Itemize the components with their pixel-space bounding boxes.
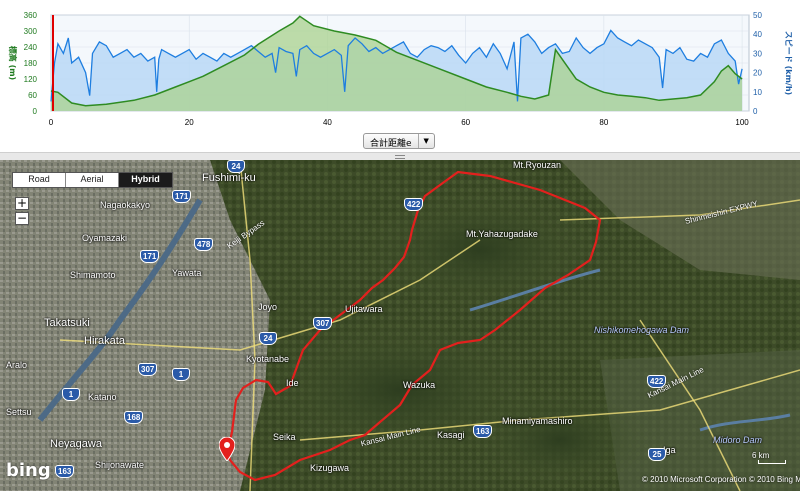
place-label: Mt.Ryouzan (513, 160, 562, 170)
elevation-speed-chart[interactable]: 0 20 40 60 80 100 0 60 120 180 240 300 360 0 10 20 30 40 5… (0, 0, 800, 152)
place-label: Kyotanabe (246, 354, 290, 364)
scale-bar (758, 460, 786, 464)
place-label: Fushimi-ku (202, 172, 256, 184)
x-tick-label: 0 (49, 118, 54, 127)
xaxis-select[interactable]: 合計距離e ▼ (363, 133, 435, 149)
zoom-in-button[interactable]: + (15, 196, 29, 210)
place-label: Settsu (6, 407, 32, 417)
elevation-line (50, 15, 743, 107)
map-type-hybrid-button[interactable]: Hybrid (119, 173, 172, 187)
place-label: Oyamazaki (82, 233, 128, 243)
map-type-road-button[interactable]: Road (13, 173, 66, 187)
route-shield: 25 (648, 448, 666, 461)
y-left-axis-title: 標高 (m) (8, 46, 18, 80)
place-label: Midoro Dam (713, 435, 763, 445)
y-left-tick-label: 120 (24, 75, 38, 84)
x-tick-label: 40 (323, 118, 332, 127)
route-shield: 1 (172, 368, 190, 381)
place-label: Hirakata (84, 335, 125, 347)
y-right-tick-label: 40 (753, 30, 762, 39)
place-label: Katano (88, 392, 117, 402)
bing-logo: bing (6, 460, 51, 481)
map-type-switcher: Road Aerial Hybrid (12, 172, 173, 188)
map-type-aerial-button[interactable]: Aerial (66, 173, 119, 187)
x-tick-label: 100 (735, 118, 749, 127)
place-label: Aralo (6, 360, 28, 370)
map-view[interactable]: Fushimi-ku Nagaokakyo Oyamazaki Shimamot… (0, 160, 800, 491)
xaxis-select-label: 合計距離e (364, 134, 419, 149)
place-label: Joyo (258, 302, 278, 312)
zoom-control: + − (15, 197, 29, 227)
y-right-tick-label: 20 (753, 69, 762, 78)
route-shield: 171 (140, 250, 160, 263)
place-label: Kasagi (437, 430, 465, 440)
route-shield: 24 (227, 160, 245, 173)
place-label: Ujitawara (345, 304, 383, 314)
zoom-out-button[interactable]: − (15, 211, 29, 225)
elevation-area (51, 16, 743, 111)
place-label: Neyagawa (50, 438, 102, 450)
chevron-down-icon[interactable]: ▼ (423, 137, 429, 145)
route-shield: 1 (62, 388, 80, 401)
y-right-tick-label: 10 (753, 88, 762, 97)
y-right-axis-title: スピード (km/h) (784, 31, 794, 95)
place-label: Shimamoto (70, 270, 116, 280)
place-label: Nagaokakyo (100, 200, 151, 210)
map-copyright: © 2010 Microsoft Corporation © 2010 Bing… (642, 475, 800, 484)
y-right-tick-label: 50 (753, 11, 762, 20)
y-right-tick-label: 30 (753, 49, 762, 58)
place-label: Mt.Yahazugadake (466, 229, 538, 239)
place-label: Ide (286, 378, 299, 388)
route-shield: 163 (55, 465, 75, 478)
y-left-tick-label: 300 (24, 27, 38, 36)
route-shield: 422 (647, 375, 667, 388)
route-shield: 307 (313, 317, 333, 330)
y-right-tick-label: 0 (753, 107, 758, 116)
panel-splitter[interactable] (0, 152, 800, 160)
x-tick-label: 20 (185, 118, 194, 127)
place-label: Minamiyamashiro (502, 416, 573, 426)
map-scale: 6 km (752, 451, 786, 464)
chart-canvas[interactable]: 0 20 40 60 80 100 0 60 120 180 240 300 360 0 10 20 30 40 5… (0, 0, 800, 132)
place-label: Wazuka (403, 380, 436, 390)
route-shield: 422 (404, 198, 424, 211)
y-left-tick-label: 0 (33, 107, 38, 116)
y-left-tick-label: 60 (28, 91, 37, 100)
route-shield: 478 (194, 238, 214, 251)
speed-line (50, 29, 743, 102)
place-label: Seika (273, 432, 296, 442)
place-label: Nishikomehogawa Dam (594, 325, 690, 335)
place-label: Shijonawate (95, 460, 145, 470)
scale-label: 6 km (752, 451, 770, 460)
x-tick-label: 80 (599, 118, 608, 127)
place-label: Yawata (172, 268, 202, 278)
map-pin-icon[interactable] (219, 437, 235, 461)
place-label: Kizugawa (310, 463, 350, 473)
route-shield: 307 (138, 363, 158, 376)
y-left-tick-label: 360 (24, 11, 38, 20)
x-tick-label: 60 (461, 118, 470, 127)
y-left-tick-label: 240 (24, 43, 38, 52)
y-left-tick-label: 180 (24, 59, 38, 68)
route-shield: 171 (172, 190, 192, 203)
route-shield: 168 (124, 411, 144, 424)
cycling-route-path (226, 170, 602, 482)
route-shield: 24 (259, 332, 277, 345)
place-label: Takatsuki (44, 317, 90, 329)
splitter-grip-icon[interactable] (395, 155, 405, 159)
route-shield: 163 (473, 425, 493, 438)
place-label: Iga (663, 445, 676, 455)
